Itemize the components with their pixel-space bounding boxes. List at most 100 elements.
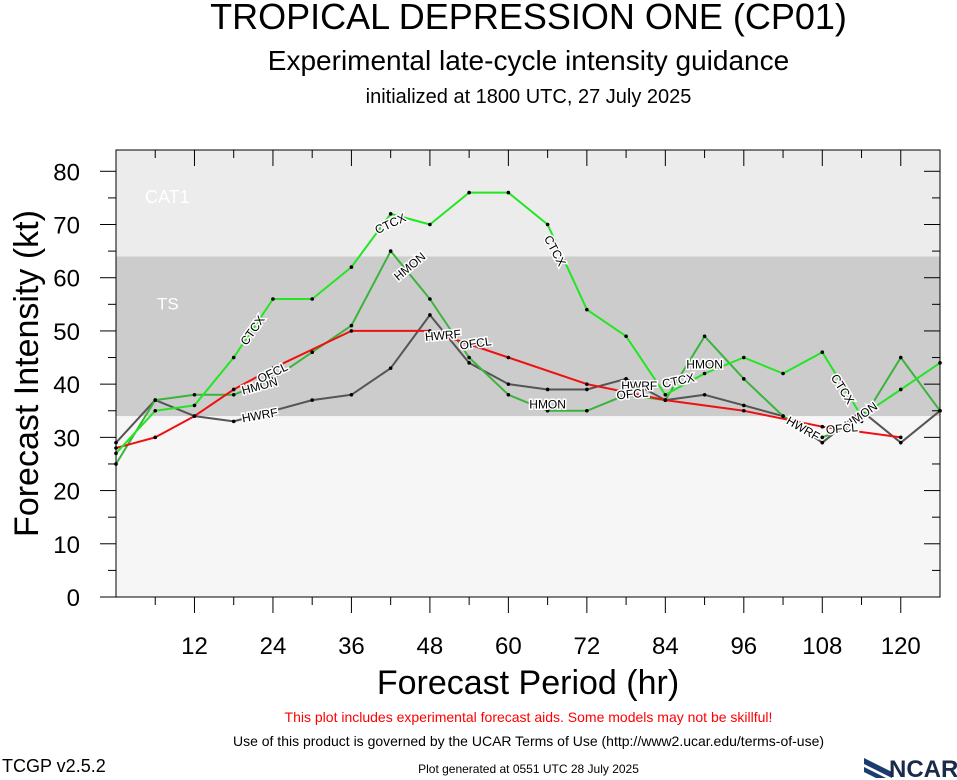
- x-tick-label: 96: [730, 633, 757, 660]
- point-ofcl: [742, 408, 746, 413]
- point-hmon: [271, 377, 275, 381]
- band-label-cat1: CAT1: [145, 187, 190, 207]
- chart-subtitle: Experimental late-cycle intensity guidan…: [267, 45, 790, 76]
- y-tick-label: 70: [53, 213, 80, 240]
- intensity-bands: TS CAT1: [116, 150, 940, 597]
- point-hmon: [231, 392, 236, 397]
- point-hmon: [192, 392, 197, 397]
- point-hwrf: [231, 419, 236, 424]
- point-ofcl: [349, 329, 354, 333]
- point-hmon: [310, 350, 314, 355]
- point-hwrf: [624, 377, 628, 381]
- ncar-logo-mark: [864, 758, 892, 778]
- point-hmon: [153, 398, 158, 402]
- point-hmon: [624, 392, 628, 397]
- point-ctcx: [349, 265, 354, 269]
- point-hwrf: [898, 440, 903, 445]
- point-ctcx: [428, 222, 432, 227]
- point-ctcx: [506, 190, 511, 195]
- y-tick-label: 10: [53, 532, 80, 559]
- y-tick-label: 80: [53, 159, 80, 186]
- point-ofcl: [663, 398, 668, 402]
- x-axis-label: Forecast Period (hr): [377, 664, 679, 702]
- point-hwrf: [310, 398, 314, 402]
- point-ctcx: [624, 334, 628, 339]
- point-ctcx: [545, 222, 550, 227]
- y-tick-label: 50: [53, 319, 80, 346]
- point-ctcx: [388, 212, 393, 216]
- point-hmon: [388, 249, 393, 253]
- init-time: initialized at 1800 UTC, 27 July 2025: [365, 86, 692, 108]
- point-hmon: [859, 419, 864, 424]
- point-hwrf: [545, 387, 550, 392]
- point-ofcl: [820, 424, 825, 429]
- point-ctcx: [585, 307, 589, 312]
- series-label-hwrf: HWRF: [424, 327, 461, 344]
- point-hwrf: [428, 313, 432, 317]
- point-ctcx: [467, 190, 471, 195]
- point-ofcl: [428, 329, 432, 333]
- y-axis-label: Forecast Intensity (kt): [8, 210, 46, 537]
- point-hmon: [702, 334, 707, 339]
- x-tick-label: 84: [652, 633, 679, 660]
- point-hwrf: [388, 366, 393, 370]
- tick-labels: 0 10 20 30 40 50 60 70 80 12 24 36 48 60 72 84 96 108 120: [53, 159, 920, 660]
- generated-time: Plot generated at 0551 UTC 28 July 2025: [418, 762, 639, 776]
- series-label-hwrf: HWRF: [621, 379, 657, 393]
- y-tick-label: 40: [53, 372, 80, 399]
- point-hwrf: [742, 403, 746, 408]
- series-label-ofcl: OFCL: [616, 386, 649, 403]
- band-cat1: [116, 150, 940, 257]
- x-tick-label: 36: [338, 633, 365, 660]
- series-line-ctcx: [115, 191, 941, 454]
- point-hwrf: [271, 408, 275, 413]
- point-ofcl: [153, 435, 158, 440]
- x-tick-label: 12: [181, 633, 208, 660]
- point-hmon: [349, 323, 354, 328]
- chart-title: TROPICAL DEPRESSION ONE (CP01): [210, 0, 847, 37]
- point-ctcx: [742, 355, 746, 360]
- point-ctcx: [820, 350, 825, 355]
- point-ofcl: [192, 414, 197, 418]
- series-label-ofcl: OFCL: [825, 420, 858, 437]
- y-tick-label: 0: [67, 585, 80, 612]
- x-tick-label: 48: [417, 633, 444, 660]
- point-ctcx: [781, 371, 785, 376]
- point-hmon: [545, 408, 550, 413]
- axis-ticks: [100, 150, 940, 613]
- point-hwrf: [349, 392, 354, 397]
- ncar-logo: NCAR: [864, 756, 957, 780]
- point-hmon: [585, 408, 589, 413]
- series-line-hwrf: [115, 314, 941, 444]
- point-hmon: [898, 355, 903, 360]
- point-hmon: [781, 414, 785, 418]
- band-ts: [116, 256, 940, 417]
- point-ofcl: [271, 366, 275, 370]
- experimental-disclaimer: This plot includes experimental forecast…: [284, 709, 773, 725]
- x-tick-label: 108: [802, 633, 842, 660]
- point-hmon: [820, 435, 825, 440]
- series-label-hmon: HMON: [529, 398, 566, 412]
- point-hwrf: [702, 392, 707, 397]
- point-ctcx: [271, 297, 275, 301]
- point-ofcl: [898, 435, 903, 440]
- point-hmon: [742, 377, 746, 381]
- point-hwrf: [585, 387, 589, 392]
- y-tick-label: 60: [53, 266, 80, 293]
- point-hmon: [467, 355, 471, 360]
- x-tick-label: 24: [260, 633, 287, 660]
- series-line-hmon: [115, 250, 941, 465]
- x-tick-label: 72: [574, 633, 601, 660]
- point-hmon: [428, 297, 432, 301]
- x-tick-label: 120: [881, 633, 921, 660]
- point-ctcx: [702, 371, 707, 376]
- y-tick-label: 20: [53, 479, 80, 506]
- point-hwrf: [467, 361, 471, 365]
- point-ctcx: [192, 403, 197, 408]
- terms-of-use-notice: Use of this product is governed by the U…: [232, 733, 825, 749]
- point-ctcx: [231, 355, 236, 360]
- series-label-hmon: HMON: [686, 358, 723, 372]
- point-ofcl: [506, 355, 511, 360]
- point-ctcx: [663, 392, 668, 397]
